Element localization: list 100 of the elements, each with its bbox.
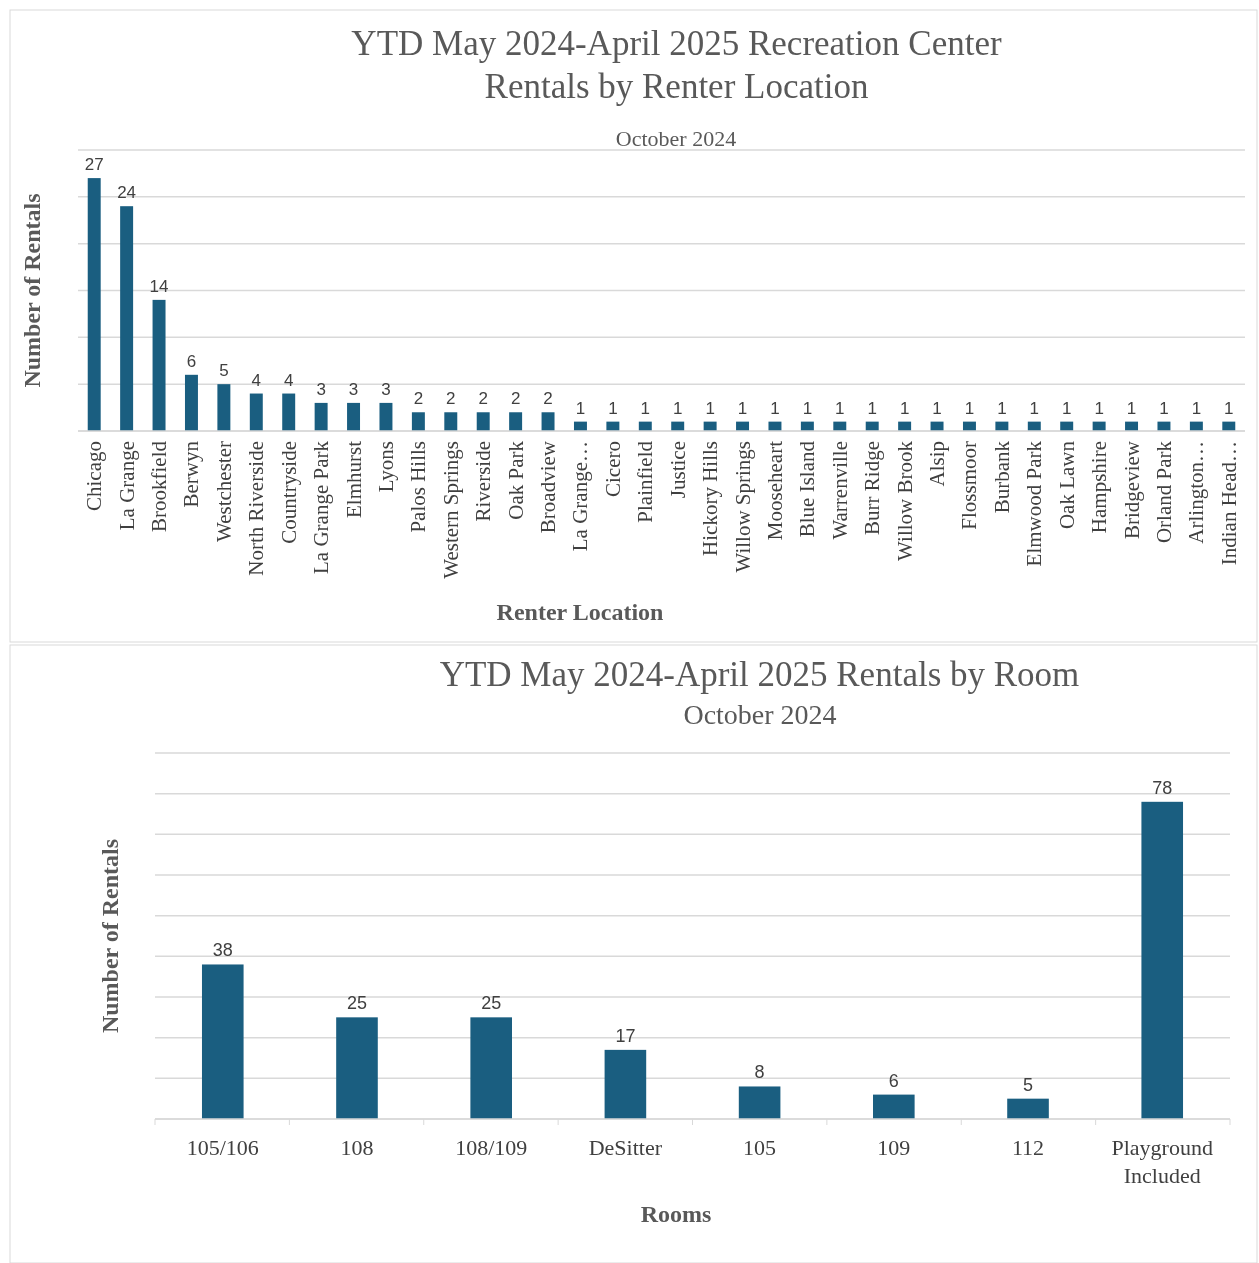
bar <box>336 1017 378 1119</box>
x-tick-label: Lyons <box>373 441 398 493</box>
x-axis-title: Rooms <box>640 1201 712 1227</box>
bar <box>87 178 101 431</box>
data-label: 3 <box>316 379 326 399</box>
x-tick-label: La Grange <box>114 441 139 531</box>
x-tick-label: 105 <box>743 1135 777 1160</box>
x-axis-title: Renter Location <box>496 599 664 625</box>
data-label: 1 <box>1061 398 1072 418</box>
data-label: 4 <box>251 370 262 390</box>
x-tick-label: Alsip <box>925 441 950 487</box>
bar <box>1141 801 1184 1119</box>
data-label: 8 <box>754 1062 765 1083</box>
data-label: 6 <box>186 351 197 371</box>
data-label: 1 <box>835 398 845 418</box>
x-tick-label: Cicero <box>600 441 625 497</box>
x-tick-label: Burbank <box>989 440 1014 514</box>
data-label: 1 <box>672 398 683 418</box>
x-tick-label: Palos Hills <box>406 441 431 533</box>
bar <box>282 393 296 431</box>
data-label: 5 <box>1023 1074 1034 1095</box>
x-tick-label: Plainfield <box>633 440 658 523</box>
chart-subtitle: October 2024 <box>683 699 837 730</box>
bar <box>184 374 198 431</box>
data-label: 24 <box>117 183 137 203</box>
x-tick-label: Mooseheart <box>762 440 787 541</box>
bar <box>411 412 425 431</box>
data-label: 1 <box>802 398 813 418</box>
data-label: 1 <box>608 398 618 418</box>
x-tick-label: 109 <box>877 1135 911 1160</box>
data-label: 1 <box>1224 398 1234 418</box>
data-label: 1 <box>1191 398 1202 418</box>
bar <box>314 402 328 431</box>
data-label: 1 <box>1094 398 1104 418</box>
x-tick-label: Warrenville <box>827 441 852 540</box>
x-tick-label: Elmwood Park <box>1022 440 1047 567</box>
data-label: 38 <box>212 940 233 961</box>
data-label: 2 <box>510 389 521 409</box>
data-label: 5 <box>219 361 229 381</box>
data-label: 25 <box>481 993 502 1014</box>
data-label: 1 <box>1029 398 1040 418</box>
data-label: 3 <box>381 379 391 399</box>
x-tick-label: Westchester <box>211 441 236 542</box>
bar <box>249 393 263 431</box>
data-label: 1 <box>964 398 975 418</box>
x-tick-label: Arlington… <box>1184 441 1209 544</box>
bar <box>347 402 361 431</box>
bar <box>120 206 134 431</box>
x-tick-label: Bridgeview <box>1119 440 1144 539</box>
x-tick-label: Willow Brook <box>892 440 917 561</box>
x-tick-label: La Grange Park <box>309 440 334 574</box>
data-label: 3 <box>348 379 359 399</box>
bar <box>470 1017 512 1119</box>
data-label: 1 <box>997 398 1007 418</box>
bar <box>873 1094 915 1119</box>
data-label: 4 <box>283 370 294 390</box>
data-label: 2 <box>413 389 424 409</box>
data-label: 1 <box>737 398 748 418</box>
data-label: 14 <box>149 276 169 296</box>
data-label: 1 <box>640 398 651 418</box>
x-tick-label: Hickory Hills <box>698 441 723 556</box>
x-tick-label: Willow Springs <box>730 441 755 573</box>
x-tick-label: North Riverside <box>244 441 269 576</box>
data-label: 17 <box>615 1025 636 1046</box>
data-label: 1 <box>575 398 586 418</box>
data-label: 2 <box>446 389 456 409</box>
x-tick-label: Berwyn <box>179 440 204 508</box>
data-label: 1 <box>867 398 877 418</box>
x-tick-label: Flossmoor <box>957 440 982 530</box>
x-tick-label: Countryside <box>276 441 301 544</box>
x-tick-label: Orland Park <box>1151 440 1176 544</box>
chart-title: YTD May 2024-April 2025 Recreation Center Rentals by Renter Location <box>351 24 1002 106</box>
x-tick-label: DeSitter <box>588 1135 663 1160</box>
x-tick-label: Broadview <box>536 440 561 534</box>
bar <box>379 402 393 431</box>
x-tick-label: Hampshire <box>1087 441 1112 534</box>
bar <box>444 412 458 431</box>
data-label: 1 <box>705 398 715 418</box>
x-tick-label: Chicago <box>82 441 107 511</box>
x-tick-label: Blue Island <box>795 440 820 538</box>
bar <box>509 412 523 431</box>
y-axis-title: Number of Rentals <box>19 193 45 388</box>
bar <box>476 412 490 431</box>
bar <box>201 964 244 1119</box>
data-label: 1 <box>770 398 780 418</box>
x-tick-label: Oak Lawn <box>1054 440 1079 530</box>
x-tick-label: Playground Included <box>1111 1135 1213 1188</box>
x-tick-label: 108 <box>340 1135 374 1160</box>
x-tick-label: Justice <box>665 441 690 499</box>
y-axis-title: Number of Rentals <box>97 838 123 1034</box>
bar <box>541 412 555 431</box>
bar <box>217 384 231 431</box>
x-tick-label: Elmhurst <box>341 440 366 518</box>
data-label: 1 <box>899 398 910 418</box>
x-tick-label: 112 <box>1011 1135 1045 1160</box>
x-tick-label: Burr Ridge <box>860 441 885 535</box>
x-tick-label: Brookfield <box>147 440 172 532</box>
data-label: 1 <box>1159 398 1169 418</box>
bar <box>1007 1098 1049 1119</box>
x-tick-label: 108/109 <box>455 1135 528 1160</box>
